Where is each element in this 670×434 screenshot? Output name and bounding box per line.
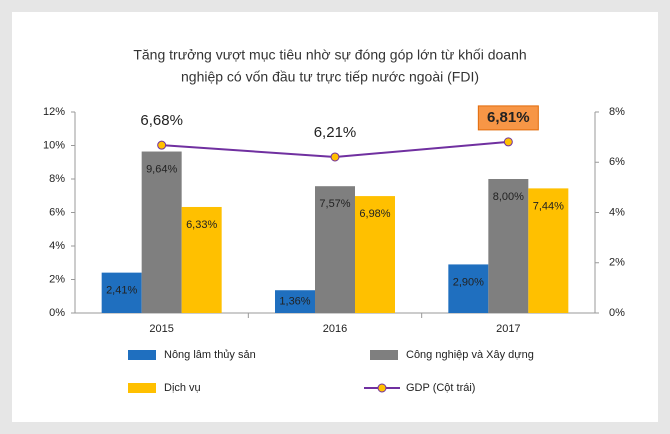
x-tick-label: 2015 bbox=[149, 323, 173, 335]
line-value-label: 6,81% bbox=[487, 109, 530, 126]
bar-value-label: 2,90% bbox=[453, 276, 484, 288]
y-tick-label: 4% bbox=[49, 240, 65, 252]
legend-label: Dịch vụ bbox=[164, 382, 201, 394]
bar-value-label: 1,36% bbox=[279, 296, 310, 308]
highlight-box bbox=[477, 105, 539, 131]
legend-label: Nông lâm thủy sản bbox=[164, 349, 256, 361]
bar-value-label: 9,64% bbox=[146, 163, 177, 175]
bar bbox=[448, 264, 489, 313]
y2-tick-label: 2% bbox=[609, 257, 625, 269]
bar bbox=[181, 206, 222, 313]
y2-tick-label: 8% bbox=[609, 106, 625, 118]
x-tick-label: 2016 bbox=[323, 323, 347, 335]
line-marker bbox=[330, 152, 340, 162]
line-value-label: 6,21% bbox=[314, 124, 357, 141]
line-marker bbox=[157, 140, 167, 150]
y-tick-label: 2% bbox=[49, 273, 65, 285]
y-tick-label: 0% bbox=[49, 307, 65, 319]
legend-swatch bbox=[128, 383, 156, 393]
line-marker bbox=[503, 137, 513, 147]
bar-value-label: 6,98% bbox=[359, 208, 390, 220]
legend-label: GDP (Cột trái) bbox=[406, 382, 475, 394]
legend-swatch bbox=[377, 383, 387, 393]
bar-value-label: 8,00% bbox=[493, 191, 524, 203]
bar bbox=[141, 151, 182, 313]
legend-swatch bbox=[370, 350, 398, 360]
legend-swatch bbox=[128, 350, 156, 360]
bar bbox=[101, 272, 142, 313]
bar bbox=[355, 196, 395, 313]
chart-title: nghiệp có vốn đầu tư trực tiếp nước ngoà… bbox=[181, 69, 479, 85]
bar bbox=[528, 188, 569, 313]
y-tick-label: 6% bbox=[49, 206, 65, 218]
y-tick-label: 12% bbox=[43, 106, 65, 118]
bar-value-label: 7,44% bbox=[533, 200, 564, 212]
bar bbox=[488, 179, 529, 313]
line-value-label: 6,68% bbox=[140, 112, 183, 129]
legend-label: Công nghiệp và Xây dựng bbox=[406, 349, 534, 361]
y2-tick-label: 4% bbox=[609, 206, 625, 218]
y-tick-label: 10% bbox=[43, 139, 65, 151]
bar bbox=[315, 186, 355, 313]
y2-tick-label: 0% bbox=[609, 307, 625, 319]
x-tick-label: 2017 bbox=[496, 323, 520, 335]
bar-value-label: 6,33% bbox=[186, 219, 217, 231]
bar-value-label: 7,57% bbox=[319, 198, 350, 210]
y-tick-label: 8% bbox=[49, 173, 65, 185]
y2-tick-label: 6% bbox=[609, 156, 625, 168]
chart-title: Tăng trưởng vượt mục tiêu nhờ sự đóng gó… bbox=[133, 47, 526, 63]
bar-value-label: 2,41% bbox=[106, 285, 137, 297]
bar bbox=[275, 290, 315, 313]
